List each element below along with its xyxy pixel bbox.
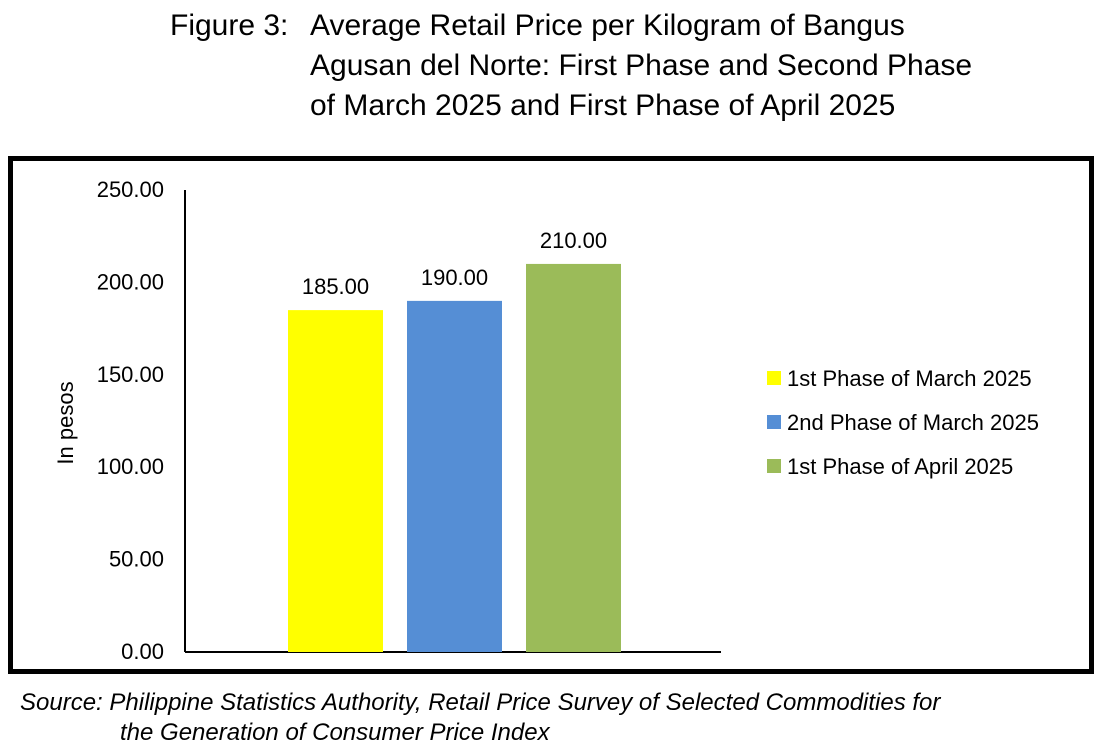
- data-label: 185.00: [302, 274, 369, 299]
- title-line-2: Agusan del Norte: First Phase and Second…: [310, 49, 973, 82]
- legend-swatch: [767, 415, 781, 429]
- y-axis-title: In pesos: [53, 381, 78, 464]
- chart-frame: 0.00 50.00 100.00 150.00 200.00 250.00 In peso…: [8, 156, 1094, 674]
- bar: [407, 300, 502, 652]
- bar: [526, 263, 621, 652]
- bar: [288, 310, 383, 652]
- y-tick-label: 200.00: [97, 269, 164, 294]
- data-label: 190.00: [421, 265, 488, 290]
- bar-chart: 0.00 50.00 100.00 150.00 200.00 250.00 In peso…: [53, 177, 1039, 664]
- legend-label: 2nd Phase of March 2025: [787, 410, 1039, 435]
- legend-label: 1st Phase of March 2025: [787, 366, 1032, 391]
- title-line-1: Average Retail Price per Kilogram of Ban…: [310, 9, 905, 42]
- source-line-1: Source: Philippine Statistics Authority,…: [20, 689, 941, 716]
- y-tick-label: 50.00: [109, 547, 164, 572]
- legend-label: 1st Phase of April 2025: [787, 454, 1013, 479]
- legend-swatch: [767, 371, 781, 385]
- legend-swatch: [767, 459, 781, 473]
- source-line-2: the Generation of Consumer Price Index: [120, 719, 550, 746]
- y-tick-label: 0.00: [121, 639, 164, 664]
- y-tick-label: 150.00: [97, 362, 164, 387]
- title-line-3: of March 2025 and First Phase of April 2…: [310, 89, 896, 122]
- data-label: 210.00: [540, 228, 607, 253]
- chart-title: Figure 3: Average Retail Price per Kilog…: [170, 6, 1090, 126]
- figure-label: Figure 3:: [170, 9, 289, 42]
- source-note: Source: Philippine Statistics Authority,…: [20, 688, 1100, 748]
- y-tick-label: 250.00: [97, 177, 164, 202]
- y-tick-label: 100.00: [97, 454, 164, 479]
